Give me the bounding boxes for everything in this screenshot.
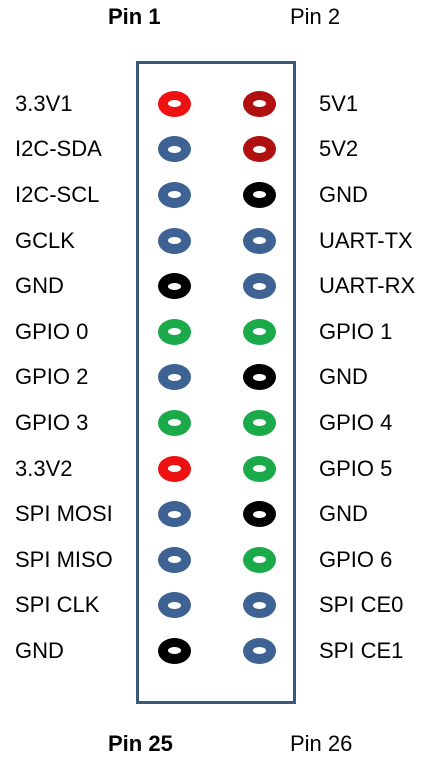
pin-right-signal	[243, 637, 276, 664]
pin26-header-label: Pin 26	[290, 731, 353, 756]
pin-left-signal	[158, 227, 191, 254]
pin-left-power_3v3	[158, 455, 191, 482]
pin-row: GPIO 0 GPIO 1	[0, 309, 436, 355]
pin-label-right: GND	[319, 501, 368, 527]
pin-label-right: UART-RX	[319, 273, 416, 299]
pin-left-ground	[158, 637, 191, 664]
pin-row: SPI CLK SPI CE0	[0, 583, 436, 629]
pin-right-ground	[243, 364, 276, 391]
pin-row: GPIO 2 GND	[0, 355, 436, 401]
pin-right-power_5v	[243, 90, 276, 117]
pin25-header-label: Pin 25	[108, 731, 173, 756]
pin-label-right: GND	[319, 364, 368, 390]
pin-label-right: GPIO 1	[319, 318, 393, 344]
pin-row: GPIO 3 GPIO 4	[0, 400, 436, 446]
pin-label-right: 5V1	[319, 90, 359, 116]
pin-row: 3.3V1 5V1	[0, 81, 436, 127]
pin-label-right: UART-TX	[319, 227, 413, 253]
pin-right-signal	[243, 273, 276, 300]
pin-left-signal	[158, 546, 191, 573]
pin-row: SPI MISO GPIO 6	[0, 537, 436, 583]
pin2-header-label: Pin 2	[290, 4, 341, 29]
pin-label-left: GPIO 2	[15, 364, 89, 390]
pin-label-left: GND	[15, 273, 64, 299]
pin-row: SPI MOSI GND	[0, 491, 436, 537]
pin-label-left: 3.3V1	[15, 90, 73, 116]
pin-label-left: I2C-SCL	[15, 181, 100, 207]
gpio-header-outline	[136, 61, 296, 704]
pin-label-left: 3.3V2	[15, 455, 73, 481]
pin-label-left: GCLK	[15, 227, 75, 253]
pin-left-signal	[158, 181, 191, 208]
pin-left-power_3v3	[158, 90, 191, 117]
pin-left-signal	[158, 592, 191, 619]
pin-label-right: SPI CE1	[319, 637, 404, 663]
pin-row: I2C-SCL GND	[0, 172, 436, 218]
pin-label-right: GND	[319, 181, 368, 207]
pin-right-gpio	[243, 455, 276, 482]
pin-row: 3.3V2 GPIO 5	[0, 446, 436, 492]
pin-label-left: GPIO 0	[15, 318, 89, 344]
pin-label-right: SPI CE0	[319, 592, 404, 618]
pin-row: I2C-SDA 5V2	[0, 127, 436, 173]
pin-right-ground	[243, 501, 276, 528]
pin-label-right: GPIO 5	[319, 455, 393, 481]
pin-label-left: SPI MISO	[15, 546, 113, 572]
pin-row: GND SPI CE1	[0, 628, 436, 674]
pin-label-right: GPIO 6	[319, 546, 393, 572]
pin-left-signal	[158, 501, 191, 528]
pin-label-left: GPIO 3	[15, 409, 89, 435]
pin-left-signal	[158, 136, 191, 163]
pin-label-left: I2C-SDA	[15, 136, 102, 162]
pin-right-gpio	[243, 546, 276, 573]
pin-right-ground	[243, 181, 276, 208]
pin-left-gpio	[158, 318, 191, 345]
pin1-header-label: Pin 1	[108, 4, 161, 29]
pin-left-ground	[158, 273, 191, 300]
pin-right-power_5v	[243, 136, 276, 163]
pin-right-gpio	[243, 318, 276, 345]
pin-rows: 3.3V1 5V1 I2C-SDA 5V2 I2C-SCL GND GCLK UART-TX G…	[0, 81, 436, 674]
pin-label-right: 5V2	[319, 136, 359, 162]
pin-right-signal	[243, 592, 276, 619]
pin-label-left: GND	[15, 637, 64, 663]
pin-label-left: SPI MOSI	[15, 501, 113, 527]
pin-right-signal	[243, 227, 276, 254]
pin-left-gpio	[158, 409, 191, 436]
pin-label-right: GPIO 4	[319, 409, 393, 435]
pin-row: GCLK UART-TX	[0, 218, 436, 264]
pin-left-signal	[158, 364, 191, 391]
pin-label-left: SPI CLK	[15, 592, 100, 618]
pin-right-gpio	[243, 409, 276, 436]
pin-row: GND UART-RX	[0, 263, 436, 309]
